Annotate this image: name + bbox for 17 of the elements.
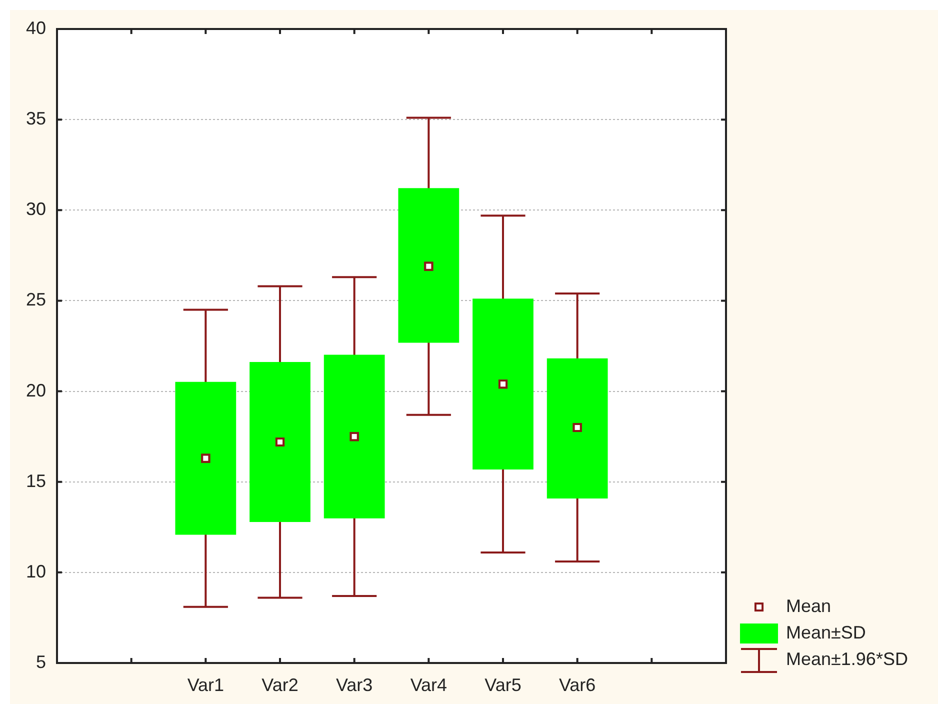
y-tick-label: 30 [26,199,46,220]
y-tick-label: 20 [26,380,46,400]
y-tick-label: 15 [26,470,46,491]
y-tick-label: 40 [26,18,46,38]
y-tick-label: 25 [26,290,46,310]
y-tick-label: 35 [26,108,46,129]
legend-label: Mean±1.96*SD [786,648,908,669]
y-tick-label: 5 [36,652,46,672]
y-tick-label: 10 [26,561,46,582]
x-tick-label: Var4 [410,674,448,695]
legend-label: Mean±SD [786,622,866,642]
x-tick-label: Var2 [262,674,298,695]
x-tick-label: Var5 [484,674,522,695]
x-tick-label: Var1 [187,674,224,695]
x-tick-label: Var3 [336,674,373,695]
x-tick-label: Var6 [558,674,596,695]
legend-label: Mean [786,596,832,616]
